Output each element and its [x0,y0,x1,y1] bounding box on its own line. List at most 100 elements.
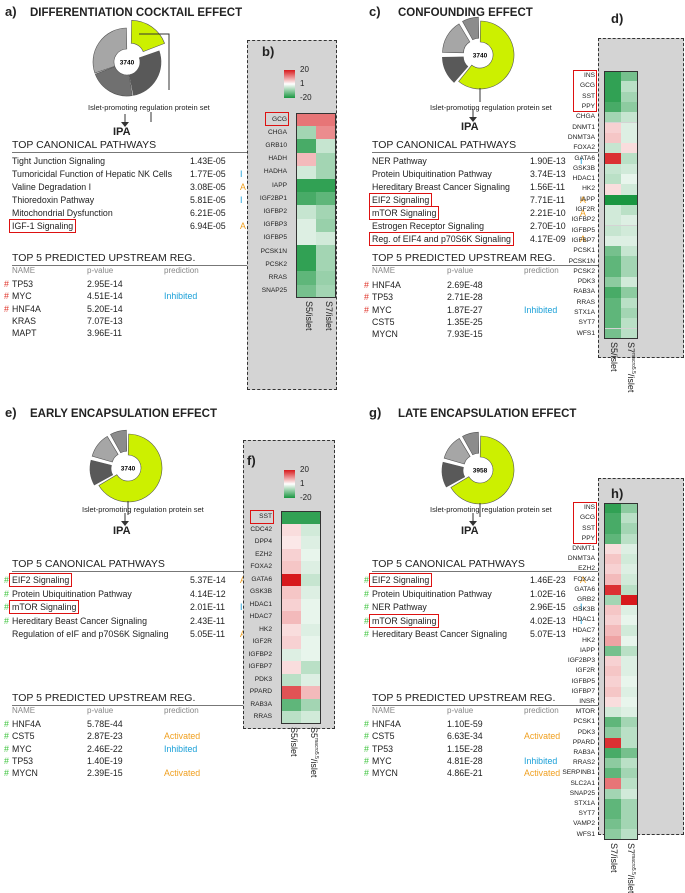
column-label-main: S5/islet [304,300,314,331]
upstream-row: # MYC 1.87E-27 Inhibited [364,304,604,316]
ipa-arrow [121,513,129,526]
gene-label: GATA6 [574,154,595,162]
heatmap-cell [621,686,638,697]
heatmap-cell [281,523,301,536]
gene-label: HK2 [582,636,595,644]
pathway-pvalue: 6.21E-05 [190,208,226,218]
heatmap-cell [604,81,621,92]
pie-slice [458,20,515,90]
heatmap-cell [604,132,621,144]
panel-label: c) [369,4,381,19]
pathway-pvalue: 5.81E-05 [190,195,226,205]
pathway-name: Regulation of eIF and p70S6K Signaling [12,629,169,639]
pathway-name: mTOR Signaling [368,613,440,628]
pie-center-count: 3958 [473,468,488,475]
gene-label: IGFBP7 [571,236,595,244]
panel-title: LATE ENCAPSULATION EFFECT [398,408,577,420]
upstream-title: TOP 5 PREDICTED UPSTREAM REG. [12,252,196,264]
heatmap-cell [316,284,336,298]
heatmap-cell [621,829,638,840]
canonical-row: # Hereditary Beast Cancer Signaling 2.43E-… [4,615,274,627]
gene-label: PCSK1N [568,257,595,265]
legend-tick-label: 1 [300,479,305,488]
marker-hash: # [4,731,9,742]
legend-tick-label: 1 [300,79,305,88]
gene-label: RRAS [576,298,595,306]
heatmap-cell [604,615,621,626]
gene-label: IGF2BP3 [567,657,595,665]
ipa-arrow [469,513,477,526]
regulator-name: MYC [12,743,32,754]
heatmap-cell [621,717,638,728]
ipa-arrow [469,109,477,122]
section-underline [372,265,612,266]
heatmap-cell [604,676,621,687]
heatmap-border [296,113,336,298]
heatmap-cell [621,153,638,164]
gene-label: RRAS2 [573,759,595,767]
gene-label: IAPP [271,181,287,189]
heatmap-cell [604,71,621,82]
regulator-name: TP53 [372,292,394,303]
gene-label: PPY [581,534,595,542]
heatmap-cell [621,696,638,707]
canonical-row: Hereditary Breast Cancer Signaling 1.56E-… [364,181,634,193]
col-header-name: NAME [372,266,396,275]
pathway-name: Thioredoxin Pathway [12,195,95,205]
heatmap-cell [281,686,301,699]
heatmap-cell [281,698,301,711]
marker-hash: # [4,615,9,626]
regulator-pvalue: 6.63E-34 [447,731,483,742]
regulator-prediction: Inhibited [524,755,558,766]
pathway-name: Hereditary Beast Cancer Signaling [12,615,147,626]
regulator-name: CST5 [12,731,35,742]
heatmap-cell [296,218,316,232]
col-header-prediction: prediction [524,266,559,275]
canonical-row: # Protein Ubiquitination Pathway 4.14E-12 [4,588,274,600]
heatmap-cell [296,165,316,179]
heatmap-cell [621,768,638,779]
marker-hash: # [4,743,9,754]
heatmap-cell [621,184,638,195]
pie-center-count: 3740 [473,53,488,60]
gene-label: STX1A [574,309,595,317]
pathway-pvalue: 4.17E-09 [530,234,566,244]
regulator-name: HNF4A [12,303,41,314]
pathway-prediction: A [580,208,586,218]
heatmap-cell [301,711,321,724]
gene-label: GATA6 [574,585,595,593]
heatmap-cell [621,543,638,554]
heatmap-cell [621,174,638,185]
gene-label: PDK3 [254,675,272,683]
canonical-row: Thioredoxin Pathway 5.81E-05 I [4,194,274,206]
heatmap-cell [621,778,638,789]
regulator-pvalue: 2.46E-22 [87,743,123,754]
upstream-row: KRAS 7.07E-13 [4,315,244,327]
heatmap-cell [281,648,301,661]
canonical-row: NER Pathway 1.90E-13 I [364,155,634,167]
section-underline [372,152,622,153]
heatmap-cell [621,132,638,144]
regulator-pvalue: 2.87E-23 [87,731,123,742]
canonical-row: #EIF2 Signaling 5.37E-14 A [4,573,274,587]
heatmap-cell [604,215,621,226]
heatmap-cell [604,737,621,748]
highlight-box [250,510,274,524]
heatmap-cell [621,819,638,830]
heatmap-cell [301,586,321,599]
column-label: S7/islet [324,301,334,331]
gene-label: GCG [579,514,595,522]
gene-label: IGFBP5 [263,234,287,242]
heatmap-cell [604,819,621,830]
heatmap-cell [604,235,621,247]
upstream-title: TOP 5 PREDICTED UPSTREAM REG. [12,692,196,704]
gene-label: PCSK2 [573,267,595,275]
heatmap-cell [621,287,638,298]
pathway-name: NER Pathway [372,156,427,166]
heatmap-cell [604,533,621,544]
gene-label: DNMT1 [572,544,595,552]
column-label-post: /islet [626,373,636,393]
col-header-pvalue: p-value [87,266,114,275]
heatmap-cell [301,548,321,561]
pathway-name: Estrogen Receptor Signaling [372,221,484,231]
